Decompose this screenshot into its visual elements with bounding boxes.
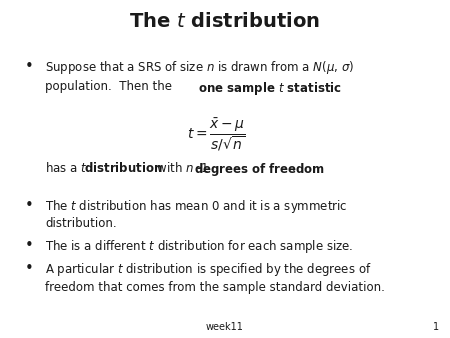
Text: The $\it{t}$ distribution: The $\it{t}$ distribution (130, 12, 320, 31)
Text: 1: 1 (432, 322, 439, 332)
Text: distribution.: distribution. (45, 217, 117, 230)
Text: freedom that comes from the sample standard deviation.: freedom that comes from the sample stand… (45, 281, 385, 293)
Text: population.  Then the: population. Then the (45, 80, 176, 93)
Text: $t = \dfrac{\bar{x} - \mu}{s/\sqrt{n}}$: $t = \dfrac{\bar{x} - \mu}{s/\sqrt{n}}$ (187, 117, 245, 153)
Text: with $\it{n}$ -1: with $\it{n}$ -1 (153, 161, 210, 174)
Text: A particular $\it{t}$ distribution is specified by the degrees of: A particular $\it{t}$ distribution is sp… (45, 261, 372, 278)
Text: •: • (25, 59, 33, 74)
Text: •: • (25, 198, 33, 213)
Text: $\bf{degrees\ of\ freedom}$: $\bf{degrees\ of\ freedom}$ (194, 161, 324, 177)
Text: one sample $\it{t}$ statistic: one sample $\it{t}$ statistic (198, 80, 342, 97)
Text: The is a different $\it{t}$ distribution for each sample size.: The is a different $\it{t}$ distribution… (45, 238, 353, 255)
Text: Suppose that a SRS of size $\it{n}$ is drawn from a $\it{N}$($\mu$, $\sigma$): Suppose that a SRS of size $\it{n}$ is d… (45, 59, 354, 76)
Text: •: • (25, 238, 33, 253)
Text: $\bf{distribution}$: $\bf{distribution}$ (84, 161, 163, 174)
Text: The $\it{t}$ distribution has mean 0 and it is a symmetric: The $\it{t}$ distribution has mean 0 and… (45, 198, 347, 215)
Text: .: . (292, 161, 296, 173)
Text: week11: week11 (206, 322, 244, 332)
Text: •: • (25, 261, 33, 276)
Text: has a $\it{t}$: has a $\it{t}$ (45, 161, 87, 174)
